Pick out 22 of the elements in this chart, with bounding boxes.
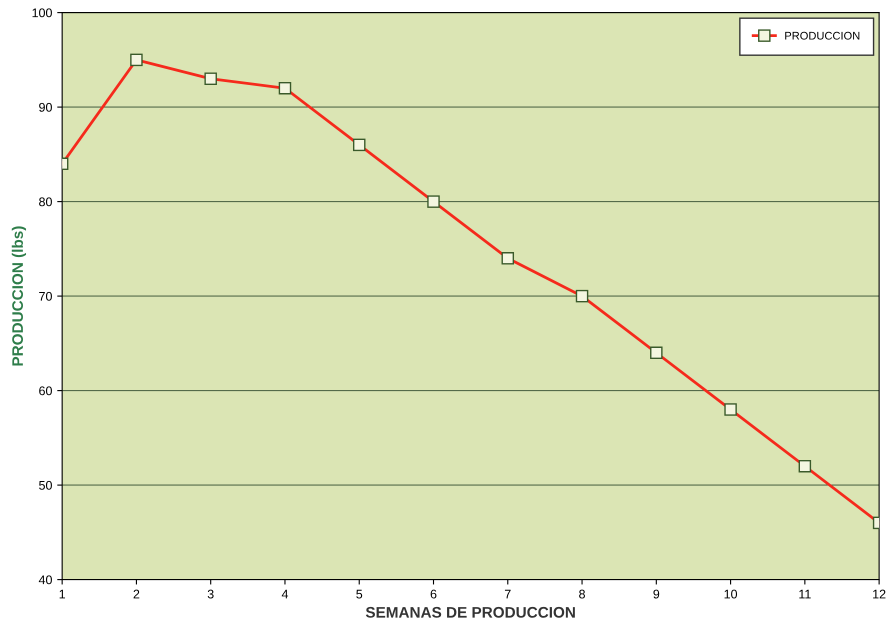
y-tick-label: 50 <box>39 480 52 490</box>
x-axis-title: SEMANAS DE PRODUCCION <box>366 606 575 618</box>
x-tick-label: 3 <box>208 590 214 599</box>
x-tick-label: 8 <box>579 590 585 599</box>
x-tick-label: 10 <box>724 590 738 599</box>
x-tick-label: 7 <box>504 590 511 598</box>
x-tick-label: 2 <box>134 590 140 598</box>
x-tick-label: 4 <box>282 590 288 598</box>
x-tick-label: 11 <box>799 590 811 598</box>
y-tick-label: 100 <box>32 8 52 18</box>
y-tick-label: 90 <box>39 102 52 112</box>
x-tick-label: 6 <box>430 590 436 599</box>
y-tick-label: 40 <box>38 575 52 584</box>
legend-label: PRODUCCION <box>785 32 860 40</box>
y-tick-label: 80 <box>39 197 52 206</box>
x-tick-label: 5 <box>356 590 362 599</box>
y-axis-title: PRODUCCION (lbs) <box>12 226 26 366</box>
y-tick-label: 70 <box>39 292 52 301</box>
y-tick-label: 60 <box>39 386 52 396</box>
x-tick-label: 12 <box>873 590 886 598</box>
x-tick-label: 1 <box>60 590 66 598</box>
x-tick-label: 9 <box>653 590 660 599</box>
